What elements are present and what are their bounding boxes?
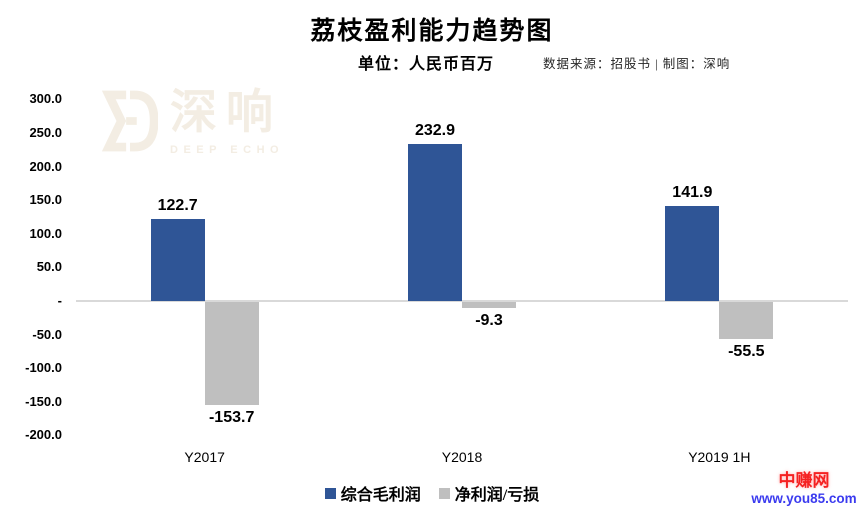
site-watermark-name: 中赚网 <box>778 471 830 490</box>
bar-value-净利润/亏损-Y2018: -9.3 <box>475 312 503 330</box>
chart-title: 荔枝盈利能力趋势图 <box>310 18 554 45</box>
legend-swatch <box>438 487 450 499</box>
site-watermark: 中赚网 www.you85.com <box>748 471 860 507</box>
bar-value-综合毛利润-Y2017: 122.7 <box>157 196 198 214</box>
y-axis-tick-label: 200.0 <box>29 158 62 174</box>
bar-value-净利润/亏损-Y2017: -153.7 <box>208 409 255 427</box>
y-axis-tick-label: -150.0 <box>25 393 62 409</box>
zero-axis-line <box>76 300 848 302</box>
legend-label: 净利润/亏损 <box>454 487 540 504</box>
y-axis-tick-label: 50.0 <box>36 259 62 275</box>
bar-value-净利润/亏损-Y2019 1H: -55.5 <box>728 343 765 361</box>
bar-综合毛利润-Y2019 1H <box>665 205 720 301</box>
bar-综合毛利润-Y2017 <box>150 218 205 301</box>
source-credit: 数据来源：招股书 | 制图：深响 <box>543 57 731 71</box>
unit-label: 单位：人民币百万 <box>358 56 495 73</box>
x-axis-label: Y2018 <box>441 449 483 465</box>
y-axis-tick-label: -100.0 <box>25 360 62 376</box>
legend-swatch <box>324 487 336 499</box>
bar-净利润/亏损-Y2018 <box>462 302 516 309</box>
y-axis-tick-label: - <box>57 293 62 308</box>
legend-label: 综合毛利润 <box>340 487 421 504</box>
legend: 综合毛利润 净利润/亏损 <box>0 481 864 505</box>
y-axis-tick-label: 100.0 <box>29 225 62 241</box>
y-axis-tick-label: -200.0 <box>25 427 62 443</box>
y-axis-tick-label: -50.0 <box>32 326 62 342</box>
bar-value-综合毛利润-Y2018: 232.9 <box>414 122 456 140</box>
bar-净利润/亏损-Y2017 <box>204 302 259 406</box>
legend-item: 综合毛利润 <box>324 481 421 505</box>
y-axis-tick-label: 250.0 <box>29 125 62 140</box>
site-watermark-url: www.you85.com <box>751 490 857 506</box>
y-axis-tick-label: 300.0 <box>29 91 62 107</box>
x-axis-label: Y2019 1H <box>688 449 751 465</box>
legend-item: 净利润/亏损 <box>438 481 540 505</box>
y-axis-tick-label: 150.0 <box>29 192 62 208</box>
bar-净利润/亏损-Y2019 1H <box>719 302 774 340</box>
bar-value-综合毛利润-Y2019 1H: 141.9 <box>672 183 713 201</box>
x-axis-label: Y2017 <box>184 449 225 465</box>
bar-综合毛利润-Y2018 <box>408 144 462 301</box>
